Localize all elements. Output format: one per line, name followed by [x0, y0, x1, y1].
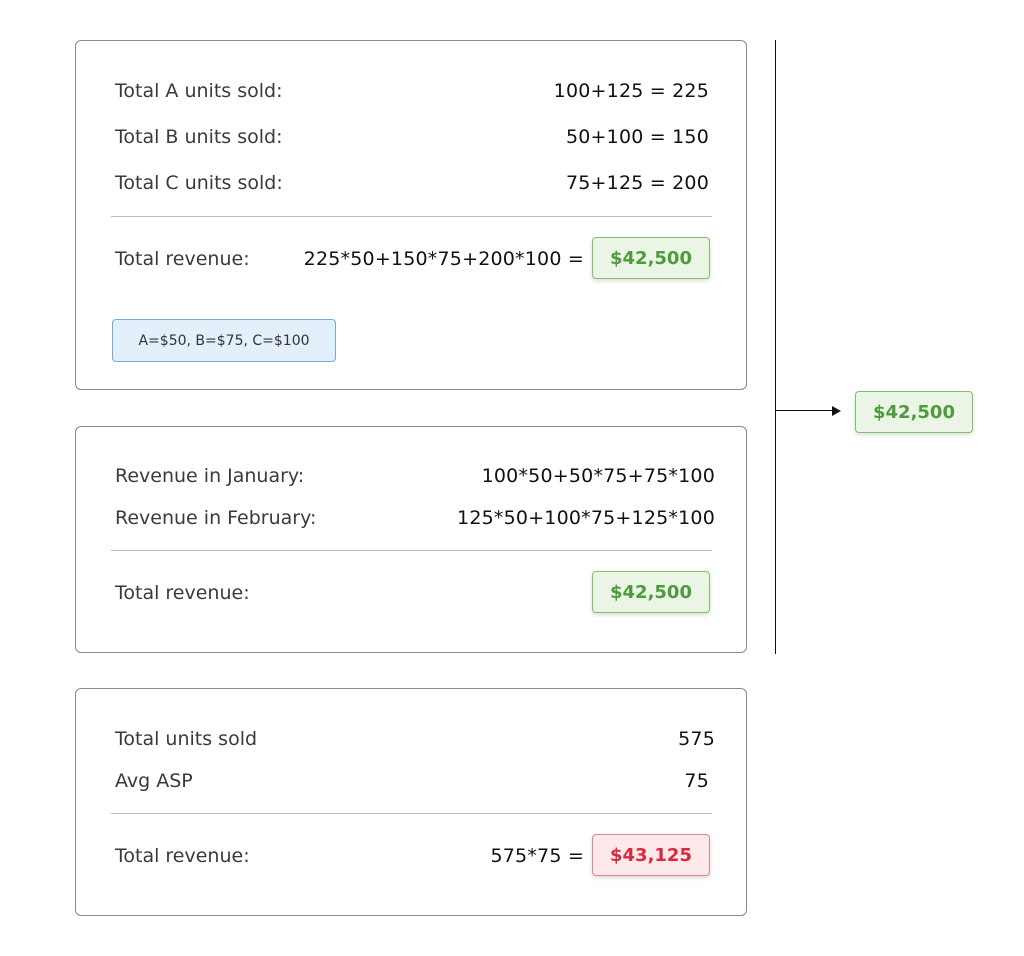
- arrow-connector-line: [776, 410, 834, 411]
- row-value-total-units: 575: [678, 728, 715, 750]
- divider: [111, 216, 712, 217]
- product-totals-card: Total A units sold: 100+125 = 225 Total …: [75, 40, 747, 390]
- total-revenue-badge: $42,500: [592, 237, 710, 279]
- row-label-c-units: Total C units sold:: [115, 172, 283, 194]
- result-revenue-badge: $42,500: [855, 391, 973, 433]
- total-revenue-label: Total revenue:: [115, 582, 250, 604]
- divider: [111, 550, 712, 551]
- arrow-right-icon: [832, 405, 841, 416]
- row-label-b-units: Total B units sold:: [115, 126, 283, 148]
- row-label-a-units: Total A units sold:: [115, 80, 283, 102]
- unit-price-legend: A=$50, B=$75, C=$100: [112, 319, 336, 362]
- row-value-b-units: 50+100 = 150: [565, 126, 709, 148]
- row-label-january: Revenue in January:: [115, 465, 305, 487]
- row-value-january: 100*50+50*75+75*100: [481, 465, 715, 487]
- row-label-avg-asp: Avg ASP: [115, 770, 193, 792]
- average-price-card: Total units sold 575 Avg ASP 75 Total re…: [75, 688, 747, 916]
- bracket-connector-line: [775, 40, 776, 654]
- monthly-revenue-card: Revenue in January: 100*50+50*75+75*100 …: [75, 426, 747, 653]
- row-value-avg-asp: 75: [684, 770, 709, 792]
- divider: [111, 813, 712, 814]
- total-revenue-label: Total revenue:: [115, 248, 250, 270]
- row-label-february: Revenue in February:: [115, 507, 317, 529]
- row-value-c-units: 75+125 = 200: [565, 172, 709, 194]
- total-revenue-formula: 575*75 =: [490, 845, 584, 867]
- row-value-february: 125*50+100*75+125*100: [457, 507, 715, 529]
- row-label-total-units: Total units sold: [115, 728, 258, 750]
- total-revenue-badge-incorrect: $43,125: [592, 834, 710, 876]
- row-value-a-units: 100+125 = 225: [553, 80, 709, 102]
- total-revenue-formula: 225*50+150*75+200*100 =: [303, 248, 584, 270]
- total-revenue-label: Total revenue:: [115, 845, 250, 867]
- total-revenue-badge: $42,500: [592, 571, 710, 613]
